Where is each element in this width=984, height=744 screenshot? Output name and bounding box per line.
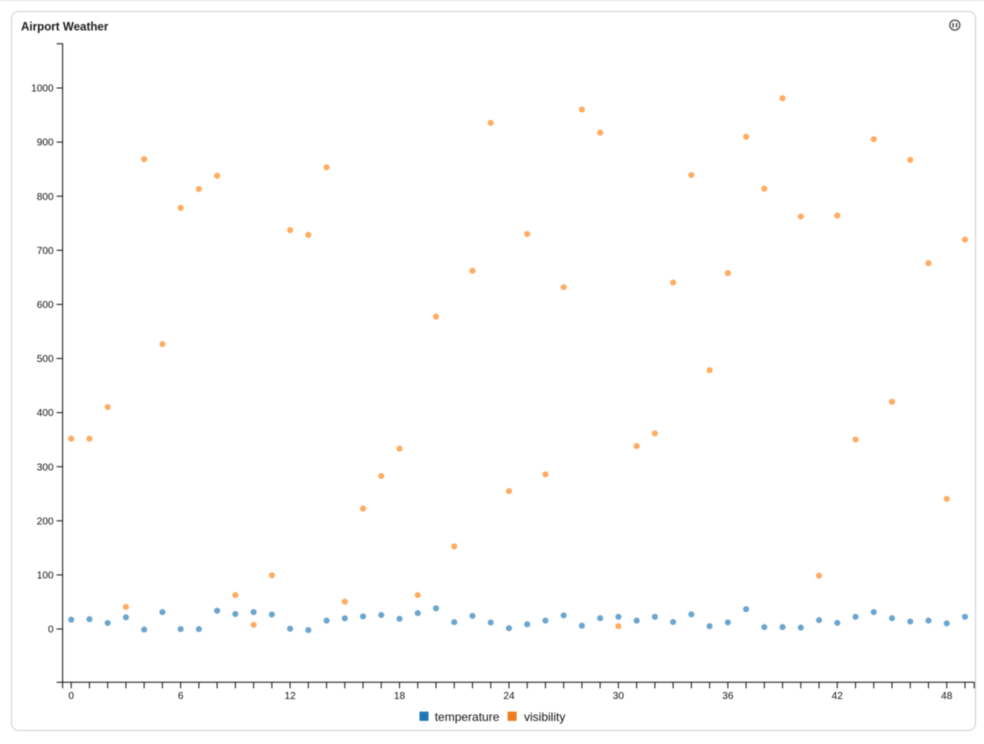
svg-text:Airport Weather: Airport Weather [21,20,109,33]
svg-text:600: 600 [37,300,54,311]
svg-text:700: 700 [37,246,54,257]
svg-text:0: 0 [68,691,74,702]
svg-text:200: 200 [37,516,54,527]
svg-text:1000: 1000 [31,84,54,95]
svg-text:400: 400 [37,408,54,419]
svg-text:900: 900 [37,138,54,149]
svg-text:100: 100 [37,571,54,582]
svg-text:0: 0 [48,625,54,636]
svg-text:500: 500 [37,354,54,365]
svg-text:800: 800 [37,192,54,203]
svg-text:48: 48 [941,691,953,702]
svg-text:30: 30 [613,691,625,702]
svg-text:6: 6 [178,691,184,702]
svg-text:24: 24 [503,691,515,702]
svg-text:18: 18 [394,691,406,702]
svg-text:12: 12 [284,691,296,702]
svg-text:temperature: temperature [435,710,500,724]
svg-text:visibility: visibility [524,710,565,724]
svg-text:42: 42 [832,691,844,702]
svg-text:300: 300 [37,462,54,473]
svg-text:36: 36 [722,691,734,702]
